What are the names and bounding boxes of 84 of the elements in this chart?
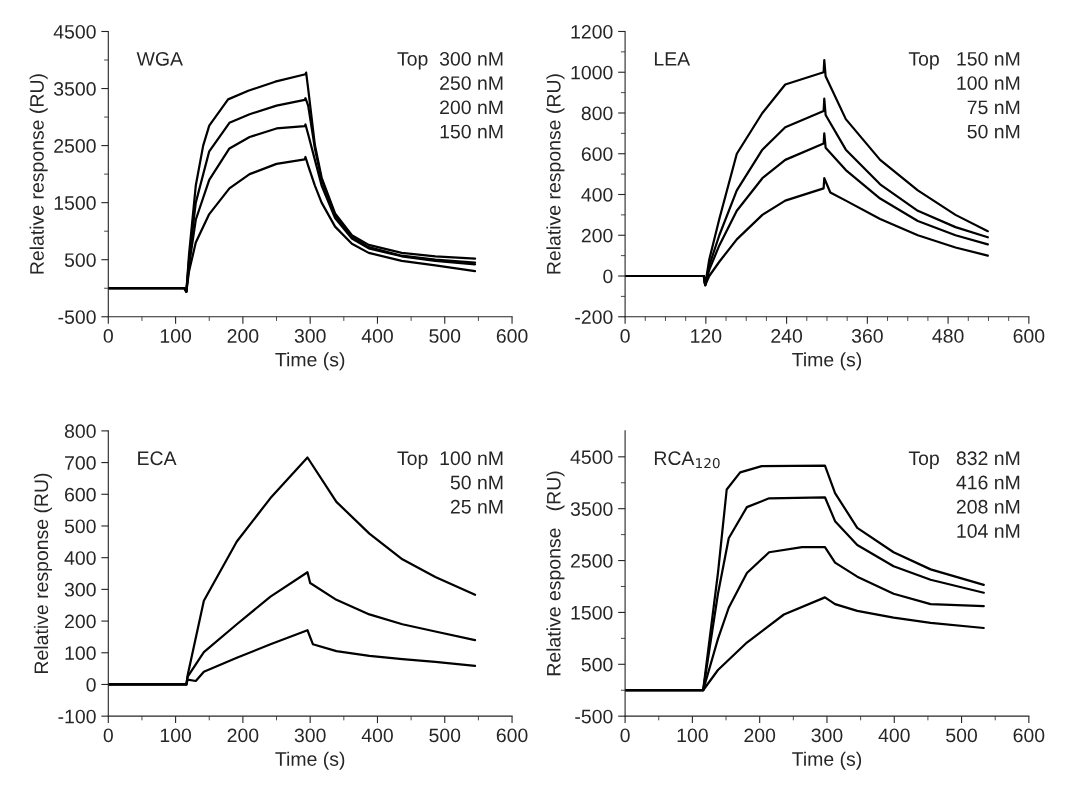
x-tick-label: 400 [361,329,393,343]
y-axis-title: Relative response (RU) [546,74,565,274]
y-tick-label: 600 [65,487,96,502]
annotation: Top 832 nM [908,451,1020,469]
y-tick-label: 1200 [571,24,613,39]
y-axis-title: Relative response (RU) [29,74,48,274]
x-tick-label: 200 [744,728,776,743]
x-axis-title: Time (s) [275,352,345,371]
y-tick-label: 500 [64,253,96,267]
x-tick-label: 600 [1013,728,1045,743]
x-tick-label: 100 [160,329,192,343]
annotation: 50 nM [450,475,503,490]
x-tick-label: 360 [851,329,883,343]
annotation: LEA [654,52,691,66]
annotation: 416 nM [956,475,1020,490]
y-tick-label: 3500 [570,502,613,516]
annotation: 100 nM [957,76,1020,90]
annotation: WGA [136,51,183,66]
annotation: 25 nM [450,499,503,514]
annotation: Top 100 nM [397,451,503,469]
y-tick-label: 2500 [571,554,613,568]
annotation: 50 nM [967,124,1020,139]
x-tick-label: 500 [946,728,978,743]
annotation: 75 nM [967,100,1020,115]
x-tick-label: 600 [496,728,528,743]
x-tick-label: 240 [771,329,803,343]
y-tick-label: 2500 [54,139,96,153]
y-tick-label: -100 [58,709,96,724]
annotation: Top 300 nM [397,51,503,70]
x-tick-label: 120 [691,329,722,343]
y-tick-label: -500 [575,709,613,724]
annotation: RCA$_{120}$ [654,451,720,469]
y-tick-label: -500 [58,310,96,324]
annotation: ECA [138,451,177,466]
y-tick-label: 400 [581,187,613,202]
annotation: 104 nM [957,524,1020,538]
y-axis-title: Relative response (RU) [33,473,53,673]
y-tick-label: 700 [65,456,96,470]
y-tick-label: 500 [64,519,96,534]
y-tick-label: 3500 [53,82,96,96]
x-tick-label: 600 [1013,329,1045,343]
y-tick-label: 300 [64,582,96,597]
x-tick-label: 600 [496,329,528,343]
x-tick-label: 400 [878,728,910,743]
y-tick-label: 400 [64,551,96,565]
y-tick-label: 600 [581,147,613,161]
y-tick-label: 800 [64,424,96,439]
x-tick-label: 0 [620,728,630,743]
annotation: 250 nM [440,76,503,90]
x-tick-label: 500 [429,728,461,743]
y-tick-label: -200 [575,310,613,324]
annotation: 150 nM [440,124,503,139]
x-tick-label: 100 [160,728,192,743]
x-axis-title: Time (s) [792,751,862,770]
x-axis-title: Time (s) [792,352,862,371]
x-tick-label: 400 [361,728,393,743]
y-tick-label: 1500 [54,196,96,210]
x-tick-label: 0 [103,329,113,343]
y-tick-label: 200 [65,614,96,629]
x-tick-label: 300 [294,329,326,343]
x-tick-label: 0 [620,329,630,343]
y-tick-label: 1000 [571,65,613,80]
x-tick-label: 500 [429,329,461,343]
y-tick-label: 0 [86,677,96,692]
x-tick-label: 200 [227,329,259,343]
x-tick-label: 200 [227,728,259,743]
y-axis-title: Relative esponse (RU) [546,471,565,676]
x-tick-label: 300 [294,728,326,743]
annotation: 208 nM [956,499,1020,514]
y-tick-label: 4500 [570,450,613,465]
y-tick-label: 1500 [571,605,613,620]
annotation: 200 nM [440,100,503,115]
y-tick-label: 200 [581,228,613,243]
x-tick-label: 480 [932,329,964,343]
x-tick-label: 0 [103,728,113,743]
x-tick-label: 300 [811,728,843,743]
y-tick-label: 4500 [53,24,96,39]
x-axis-title: Time (s) [275,751,345,770]
y-tick-label: 100 [65,646,96,661]
x-tick-label: 100 [677,728,708,743]
y-tick-label: 0 [603,269,613,284]
y-tick-label: 500 [581,657,613,672]
annotation: Top 150 nM [908,51,1020,70]
y-tick-label: 800 [581,106,613,121]
